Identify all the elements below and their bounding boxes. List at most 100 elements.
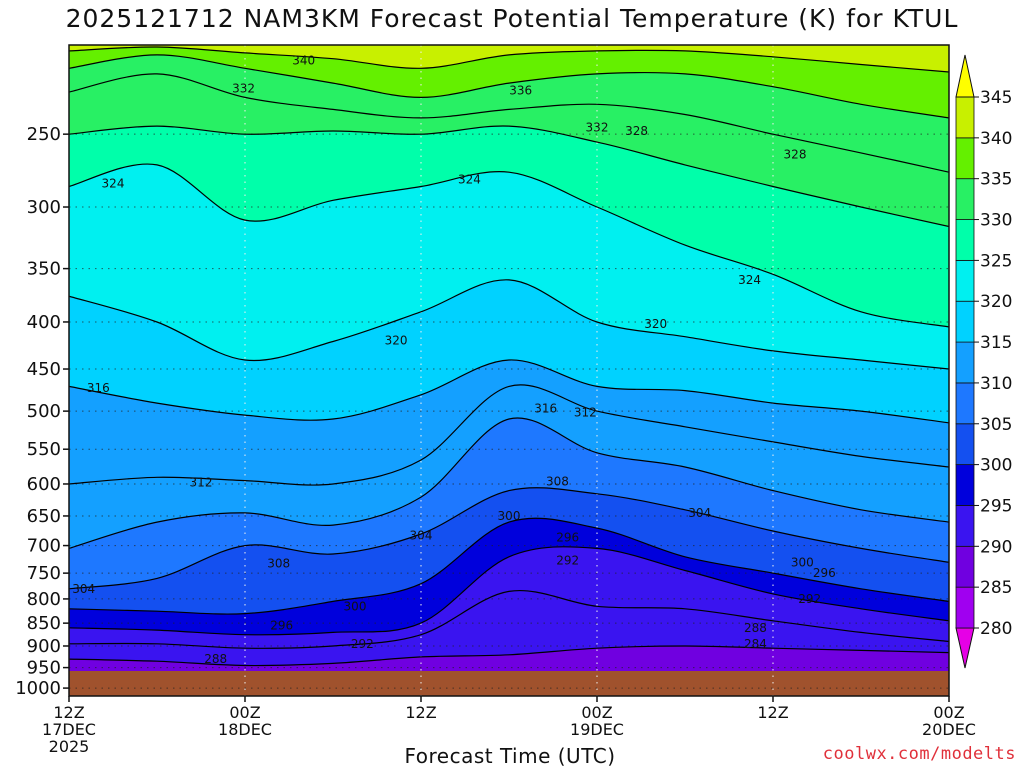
colorbar-swatch (955, 586, 975, 629)
colorbar-label: 305 (980, 415, 1012, 435)
colorbar-label: 290 (980, 537, 1012, 557)
y-axis-ticks: 2503003504004505005506006507007508008509… (15, 124, 69, 699)
y-tick-label: 650 (27, 506, 61, 527)
band-340 (69, 45, 949, 72)
contour-labels: 340 332 336 332 328 328 324 324 324 320 320 316 316 3… (72, 54, 836, 666)
contour-label: 300 (791, 555, 814, 569)
colorbar-label: 285 (980, 578, 1012, 598)
contour-label: 292 (798, 592, 821, 606)
colorbar-swatch (955, 464, 975, 506)
contour-label: 312 (574, 406, 597, 420)
contour-label: 284 (744, 637, 767, 651)
colorbar-top-arrow (955, 54, 975, 98)
y-tick-label: 400 (27, 312, 61, 333)
colorbar-swatch (955, 259, 975, 302)
contour-label: 340 (292, 54, 315, 68)
y-tick-label: 850 (27, 613, 61, 634)
colorbar-label: 320 (980, 292, 1012, 312)
contour-label: 300 (498, 509, 521, 523)
y-tick-label: 250 (27, 124, 61, 145)
contour-label: 328 (625, 124, 648, 138)
colorbar-label: 325 (980, 251, 1012, 271)
colorbar-swatch (955, 96, 975, 139)
colorbar-label: 335 (980, 170, 1012, 190)
x-tick-label: 00Z (933, 703, 964, 722)
contour-308 (69, 417, 949, 549)
contour-label: 332 (232, 81, 255, 95)
y-tick-label: 300 (27, 197, 61, 218)
x-tick-label: 17DEC (42, 720, 96, 739)
contour-label: 296 (813, 566, 836, 580)
contour-label: 324 (738, 273, 761, 287)
x-tick-label: 00Z (581, 703, 612, 722)
y-tick-label: 600 (27, 474, 61, 495)
x-tick-label: 19DEC (570, 720, 624, 739)
y-tick-label: 750 (27, 563, 61, 584)
y-tick-label: 450 (27, 359, 61, 380)
contour-304 (69, 487, 949, 590)
contour-label: 300 (344, 599, 367, 613)
colorbar-label: 345 (980, 88, 1012, 108)
x-tick-label: 18DEC (218, 720, 272, 739)
x-tick-label: 00Z (229, 703, 260, 722)
colorbar-label: 310 (980, 374, 1012, 394)
x-axis-title: Forecast Time (UTC) (404, 744, 616, 768)
isentrope-contours (69, 46, 949, 667)
colorbar-bottom-arrow (955, 627, 975, 669)
x-tick-label: 20DEC (922, 720, 976, 739)
contour-label: 312 (190, 476, 213, 490)
y-tick-label: 500 (27, 401, 61, 422)
chart-title: 2025121712 NAM3KM Forecast Potential Tem… (65, 4, 959, 33)
y-tick-label: 800 (27, 589, 61, 610)
contour-320 (69, 279, 949, 370)
colorbar-label: 295 (980, 496, 1012, 516)
colorbar-swatch (955, 423, 975, 466)
contour-label: 292 (351, 637, 374, 651)
contour-label: 296 (556, 530, 579, 544)
contour-336 (69, 54, 949, 119)
contour-label: 324 (458, 172, 481, 186)
colorbar-swatch (955, 341, 975, 384)
colorbar-label: 300 (980, 456, 1012, 476)
colorbar-swatch (955, 219, 975, 261)
contour-label: 316 (87, 381, 110, 395)
theta-bands (69, 45, 949, 671)
colorbar-swatch (955, 300, 975, 343)
contour-328 (69, 125, 949, 228)
y-tick-label: 900 (27, 636, 61, 657)
contour-label: 308 (267, 556, 290, 570)
contour-324 (69, 163, 949, 328)
contour-label: 324 (102, 177, 125, 191)
colorbar-swatch (955, 505, 975, 547)
contour-label: 296 (270, 618, 293, 632)
colorbar-swatch (955, 137, 975, 180)
contour-label: 288 (204, 652, 227, 666)
contour-312 (69, 384, 949, 486)
ground-surface (69, 671, 949, 696)
band-336 (69, 45, 949, 118)
x-tick-label: 12Z (53, 703, 84, 722)
contour-label: 320 (385, 334, 408, 348)
contour-label: 328 (784, 147, 807, 161)
contour-label: 308 (546, 474, 569, 488)
contour-label: 320 (644, 317, 667, 331)
colorbar-label: 280 (980, 619, 1012, 639)
colorbar-swatch (955, 382, 975, 425)
contour-292 (69, 589, 949, 649)
y-tick-label: 550 (27, 439, 61, 460)
contour-label: 304 (688, 506, 711, 520)
contour-316 (69, 359, 949, 424)
y-tick-label: 350 (27, 259, 61, 280)
contour-332 (69, 73, 949, 173)
y-tick-label: 700 (27, 536, 61, 557)
contour-296 (69, 546, 949, 636)
contour-label: 336 (509, 83, 532, 97)
colorbar-swatch (955, 545, 975, 588)
y-tick-label: 950 (27, 658, 61, 679)
contour-label: 304 (72, 582, 95, 596)
contour-300 (69, 517, 949, 615)
credit-text: coolwx.com/modelts (822, 744, 1016, 764)
grid-lines (69, 45, 949, 696)
colorbar: 280 285 290 295 300 305 310 315 320 325 330 335 340 3… (955, 54, 1012, 669)
